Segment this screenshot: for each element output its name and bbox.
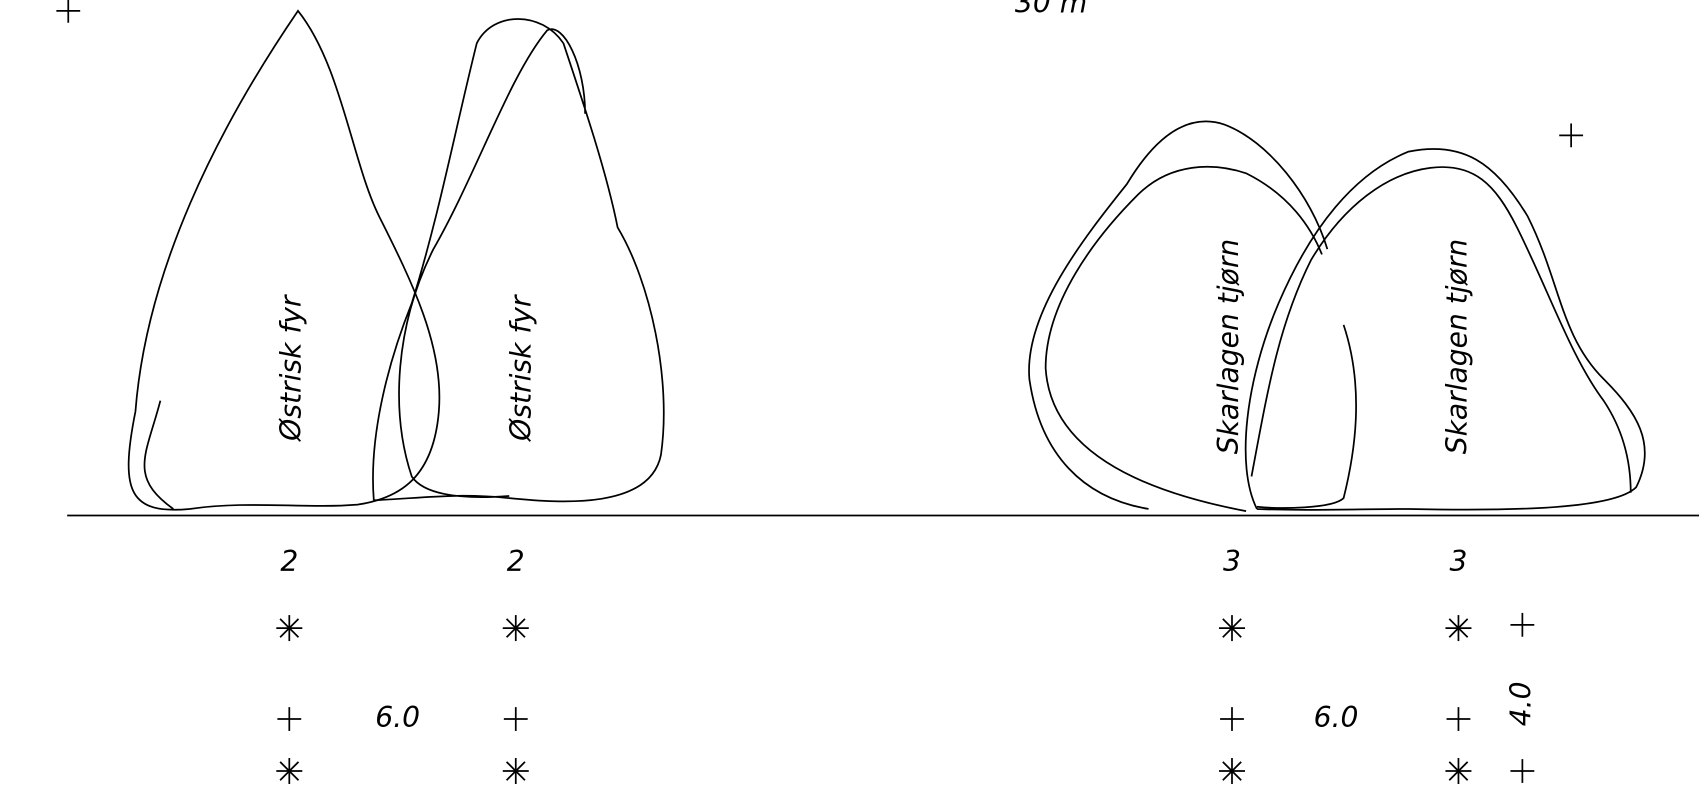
scale-label: 30 m — [1015, 0, 1087, 19]
tree-label: Østrisk fyr — [275, 293, 308, 442]
spacing-label: 6.0 — [375, 701, 420, 734]
tree-number: 2 — [280, 545, 298, 578]
tree-label: Skarlagen tjørn — [1212, 239, 1245, 455]
page: 30 m Østrisk fyr Østrisk fyr Skarlagen t… — [0, 0, 1699, 810]
tree-label: Skarlagen tjørn — [1440, 239, 1473, 455]
tree-number: 3 — [1449, 545, 1467, 578]
tree-number: 2 — [507, 545, 525, 578]
tree-label: Østrisk fyr — [504, 293, 537, 442]
row-spacing-label: 4.0 — [1504, 681, 1537, 726]
spacing-label: 6.0 — [1314, 701, 1359, 734]
crown — [1029, 121, 1327, 511]
tree-number: 3 — [1223, 545, 1241, 578]
drawing: 30 m Østrisk fyr Østrisk fyr Skarlagen t… — [0, 0, 1699, 810]
